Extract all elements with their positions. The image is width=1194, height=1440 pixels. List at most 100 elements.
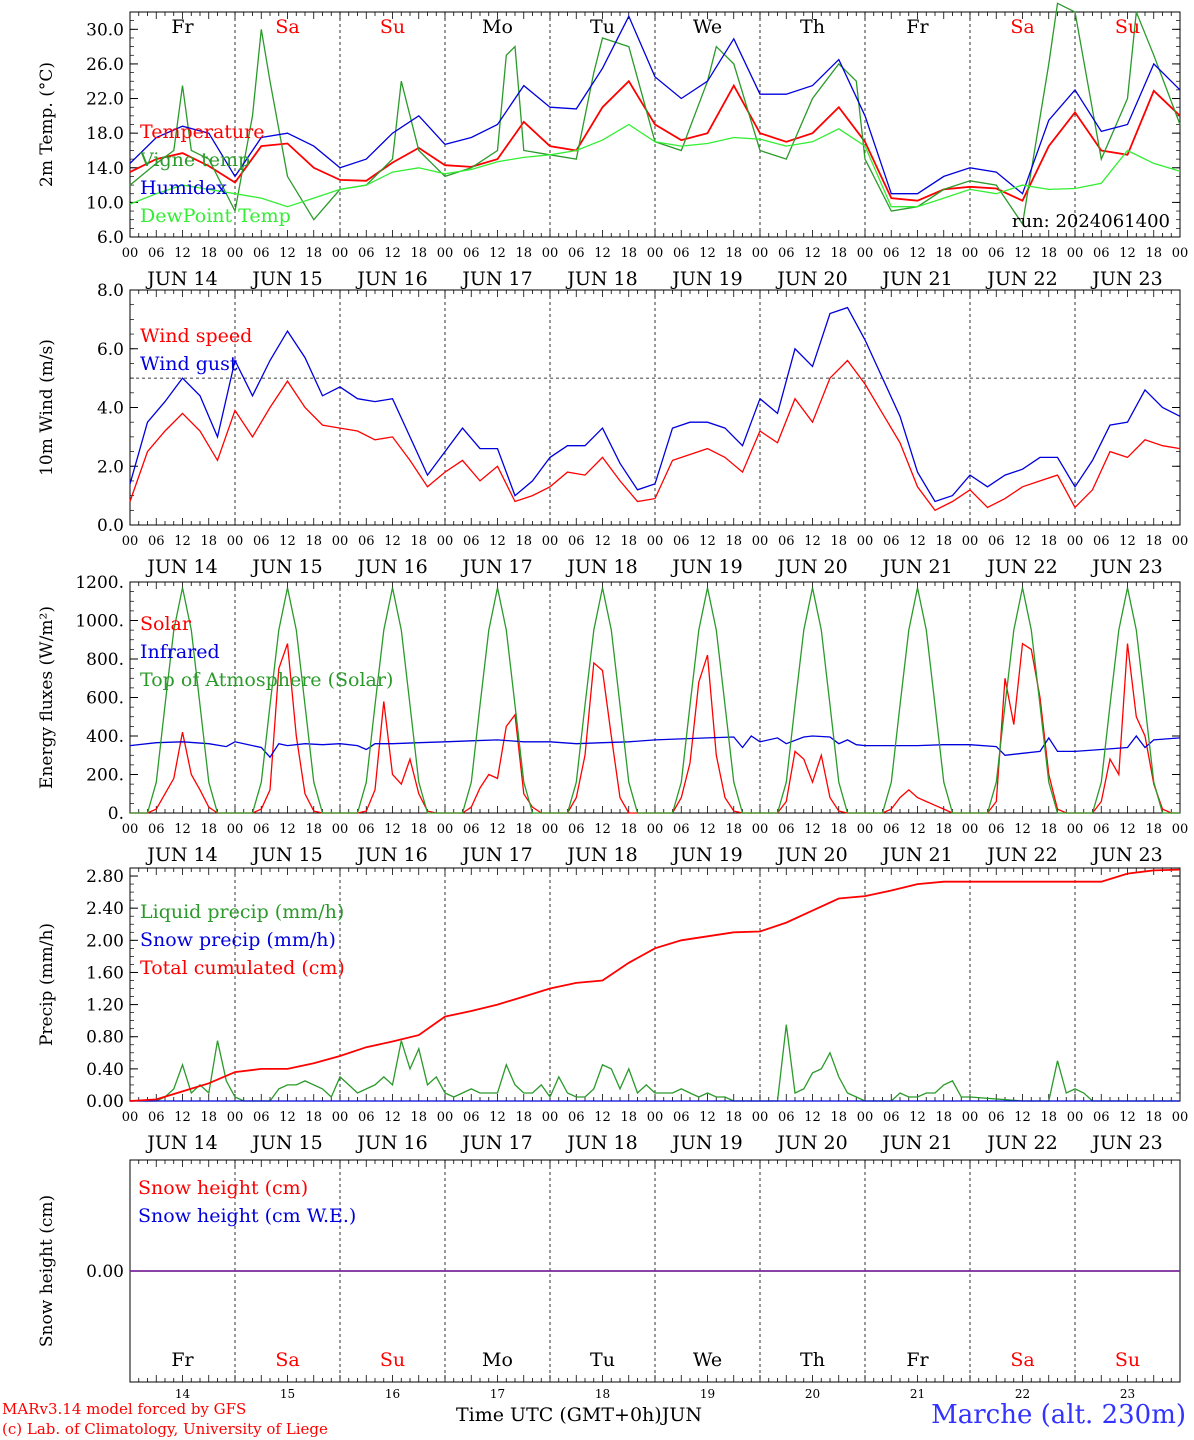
hour-label: 00 <box>962 1110 979 1125</box>
hour-label: 12 <box>804 822 821 837</box>
hour-label: 00 <box>1067 1110 1084 1125</box>
hour-label: 12 <box>1014 534 1031 549</box>
hour-label: 06 <box>673 822 690 837</box>
hour-label: 06 <box>883 246 900 261</box>
date-label: JUN 16 <box>355 268 427 290</box>
hour-label: 00 <box>647 534 664 549</box>
weekday-label: Fr <box>906 16 929 38</box>
month-label: JUN <box>661 1404 702 1426</box>
hour-label: 00 <box>227 534 244 549</box>
hour-label: 06 <box>568 246 585 261</box>
time-axis-title: Time UTC (GMT+0h)JUN <box>456 1404 702 1426</box>
date-label: JUN 23 <box>1090 556 1162 578</box>
date-label: JUN 16 <box>355 1132 427 1154</box>
hour-label: 06 <box>883 822 900 837</box>
hour-label: 18 <box>515 822 532 837</box>
hour-label: 00 <box>1067 246 1084 261</box>
series-line <box>129 14 1181 195</box>
date-label: JUN 22 <box>985 268 1057 290</box>
hour-label: 06 <box>1093 1110 1110 1125</box>
day-number-label: 23 <box>1120 1387 1135 1401</box>
date-label: JUN 23 <box>1090 844 1162 866</box>
legend-entry: Vigne temp <box>139 149 250 171</box>
hour-label: 06 <box>148 246 165 261</box>
hour-label: 18 <box>725 822 742 837</box>
hour-label: 00 <box>227 822 244 837</box>
hour-label: 06 <box>463 1110 480 1125</box>
hour-label: 06 <box>778 822 795 837</box>
hour-label: 18 <box>200 822 217 837</box>
y-axis-title: 2m Temp. (°C) <box>37 62 57 187</box>
y-tick-label: 1000. <box>75 612 124 632</box>
y-tick-label: 200. <box>86 766 124 786</box>
series-line <box>129 359 1181 512</box>
hour-label: 00 <box>542 1110 559 1125</box>
series-line <box>129 79 1181 202</box>
y-tick-label: 26.0 <box>86 55 124 75</box>
hour-label: 18 <box>935 822 952 837</box>
copyright-credit: (c) Lab. of Climatology, University of L… <box>2 1420 328 1438</box>
series-line <box>129 734 1181 759</box>
date-label: JUN 19 <box>670 844 742 866</box>
hour-label: 06 <box>988 1110 1005 1125</box>
hour-label: 00 <box>1067 822 1084 837</box>
day-number-label: 14 <box>175 1387 191 1401</box>
hour-label: 00 <box>647 1110 664 1125</box>
hour-label: 06 <box>463 246 480 261</box>
hour-label: 12 <box>909 1110 926 1125</box>
hour-label: 18 <box>620 1110 637 1125</box>
hour-label: 12 <box>1014 246 1031 261</box>
hour-label: 12 <box>594 246 611 261</box>
hour-label: 12 <box>699 246 716 261</box>
hour-label: 18 <box>935 246 952 261</box>
date-label: JUN 16 <box>355 556 427 578</box>
y-tick-label: 0. <box>108 804 124 824</box>
hour-label: 18 <box>725 534 742 549</box>
weekday-label: Mo <box>482 16 513 38</box>
date-label: JUN 17 <box>460 268 532 290</box>
legend-entry: Temperature <box>140 121 264 143</box>
series-line <box>129 2 1181 226</box>
hour-label: 12 <box>1119 822 1136 837</box>
hour-label: 06 <box>988 534 1005 549</box>
date-label: JUN 23 <box>1090 1132 1162 1154</box>
hour-label: 18 <box>410 1110 427 1125</box>
hour-label: 00 <box>437 246 454 261</box>
date-label: JUN 20 <box>775 1132 847 1154</box>
date-label: JUN 18 <box>565 844 637 866</box>
series-line <box>129 868 1181 1102</box>
weekday-label: Su <box>1115 1349 1140 1371</box>
legend-entry: DewPoint Temp <box>140 205 291 227</box>
date-label: JUN 20 <box>775 556 847 578</box>
hour-label: 06 <box>778 246 795 261</box>
y-axis-title: 10m Wind (m/s) <box>37 339 57 476</box>
day-number-label: 18 <box>595 1387 610 1401</box>
date-label: JUN 16 <box>355 844 427 866</box>
hour-label: 06 <box>463 822 480 837</box>
hour-label: 12 <box>1014 822 1031 837</box>
weekday-label: Fr <box>171 1349 194 1371</box>
hour-label: 06 <box>358 822 375 837</box>
y-tick-label: 1.20 <box>86 996 124 1016</box>
hour-label: 00 <box>227 246 244 261</box>
hour-label: 06 <box>1093 246 1110 261</box>
y-tick-label: 4.0 <box>97 399 124 419</box>
hour-label: 06 <box>358 1110 375 1125</box>
hour-label: 12 <box>279 822 296 837</box>
date-label: JUN 15 <box>250 844 322 866</box>
weekday-label: Tu <box>590 16 615 38</box>
hour-label: 00 <box>857 1110 874 1125</box>
hour-label: 06 <box>148 1110 165 1125</box>
date-label: JUN 15 <box>250 268 322 290</box>
hour-label: 06 <box>988 822 1005 837</box>
hour-label: 06 <box>988 246 1005 261</box>
hour-label: 00 <box>227 1110 244 1125</box>
hour-label: 12 <box>279 246 296 261</box>
hour-label: 00 <box>332 822 349 837</box>
series-line <box>129 306 1181 503</box>
hour-label: 06 <box>1093 822 1110 837</box>
hour-label: 06 <box>568 822 585 837</box>
hour-label: 12 <box>489 534 506 549</box>
date-label: JUN 17 <box>460 1132 532 1154</box>
weekday-label: Sa <box>1010 1349 1034 1371</box>
